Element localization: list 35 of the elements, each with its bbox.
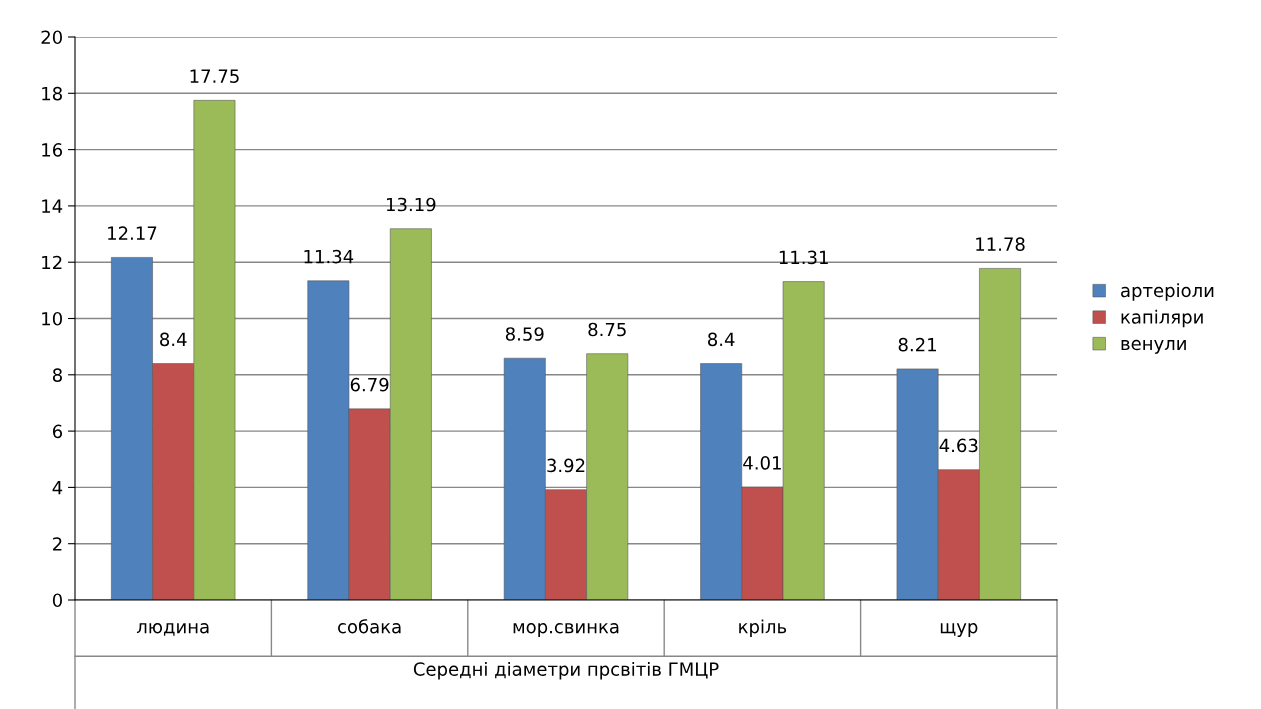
y-tick-label: 16 (42, 143, 63, 157)
data-label: 8.4 (708, 332, 735, 347)
data-label: 12.17 (108, 226, 157, 240)
data-label: 13.19 (386, 197, 436, 212)
x-tick-label: щур (940, 623, 978, 637)
x-axis-title: Середні діаметри прсвітів ГМЦР (413, 661, 719, 680)
y-tick-label: 10 (42, 311, 62, 326)
data-label: 4.63 (939, 438, 978, 453)
y-tick-label: 2 (53, 537, 62, 551)
y-tick-label: 12 (42, 255, 62, 270)
y-tick-label: 20 (41, 30, 62, 45)
data-label: 8.75 (588, 322, 626, 337)
y-tick-label: 14 (42, 199, 63, 213)
legend-label: капіляри (1121, 309, 1203, 328)
data-label: 17.75 (190, 69, 239, 83)
y-tick-label: 0 (52, 593, 62, 608)
legend-label: венули (1121, 339, 1186, 354)
legend-label: артеріоли (1121, 283, 1214, 301)
data-label: 6.79 (350, 377, 389, 392)
y-tick-label: 8 (52, 368, 62, 382)
y-tick-label: 4 (52, 481, 63, 495)
x-tick-label: собака (338, 619, 401, 634)
data-label: 11.31 (779, 250, 828, 265)
y-tick-label: 18 (42, 86, 62, 101)
data-label: 8.21 (898, 337, 936, 352)
x-tick-label: мор.свинка (513, 623, 619, 637)
data-label: 11.78 (976, 237, 1025, 252)
y-tick-label: 6 (52, 424, 63, 439)
data-label: 4.01 (743, 456, 781, 470)
x-tick-label: людина (136, 623, 209, 636)
data-label: 3.92 (547, 458, 585, 473)
data-label: 8.4 (160, 332, 187, 347)
data-label: 8.59 (505, 327, 544, 341)
data-label: 11.34 (304, 249, 354, 264)
x-tick-label: кріль (739, 619, 787, 637)
